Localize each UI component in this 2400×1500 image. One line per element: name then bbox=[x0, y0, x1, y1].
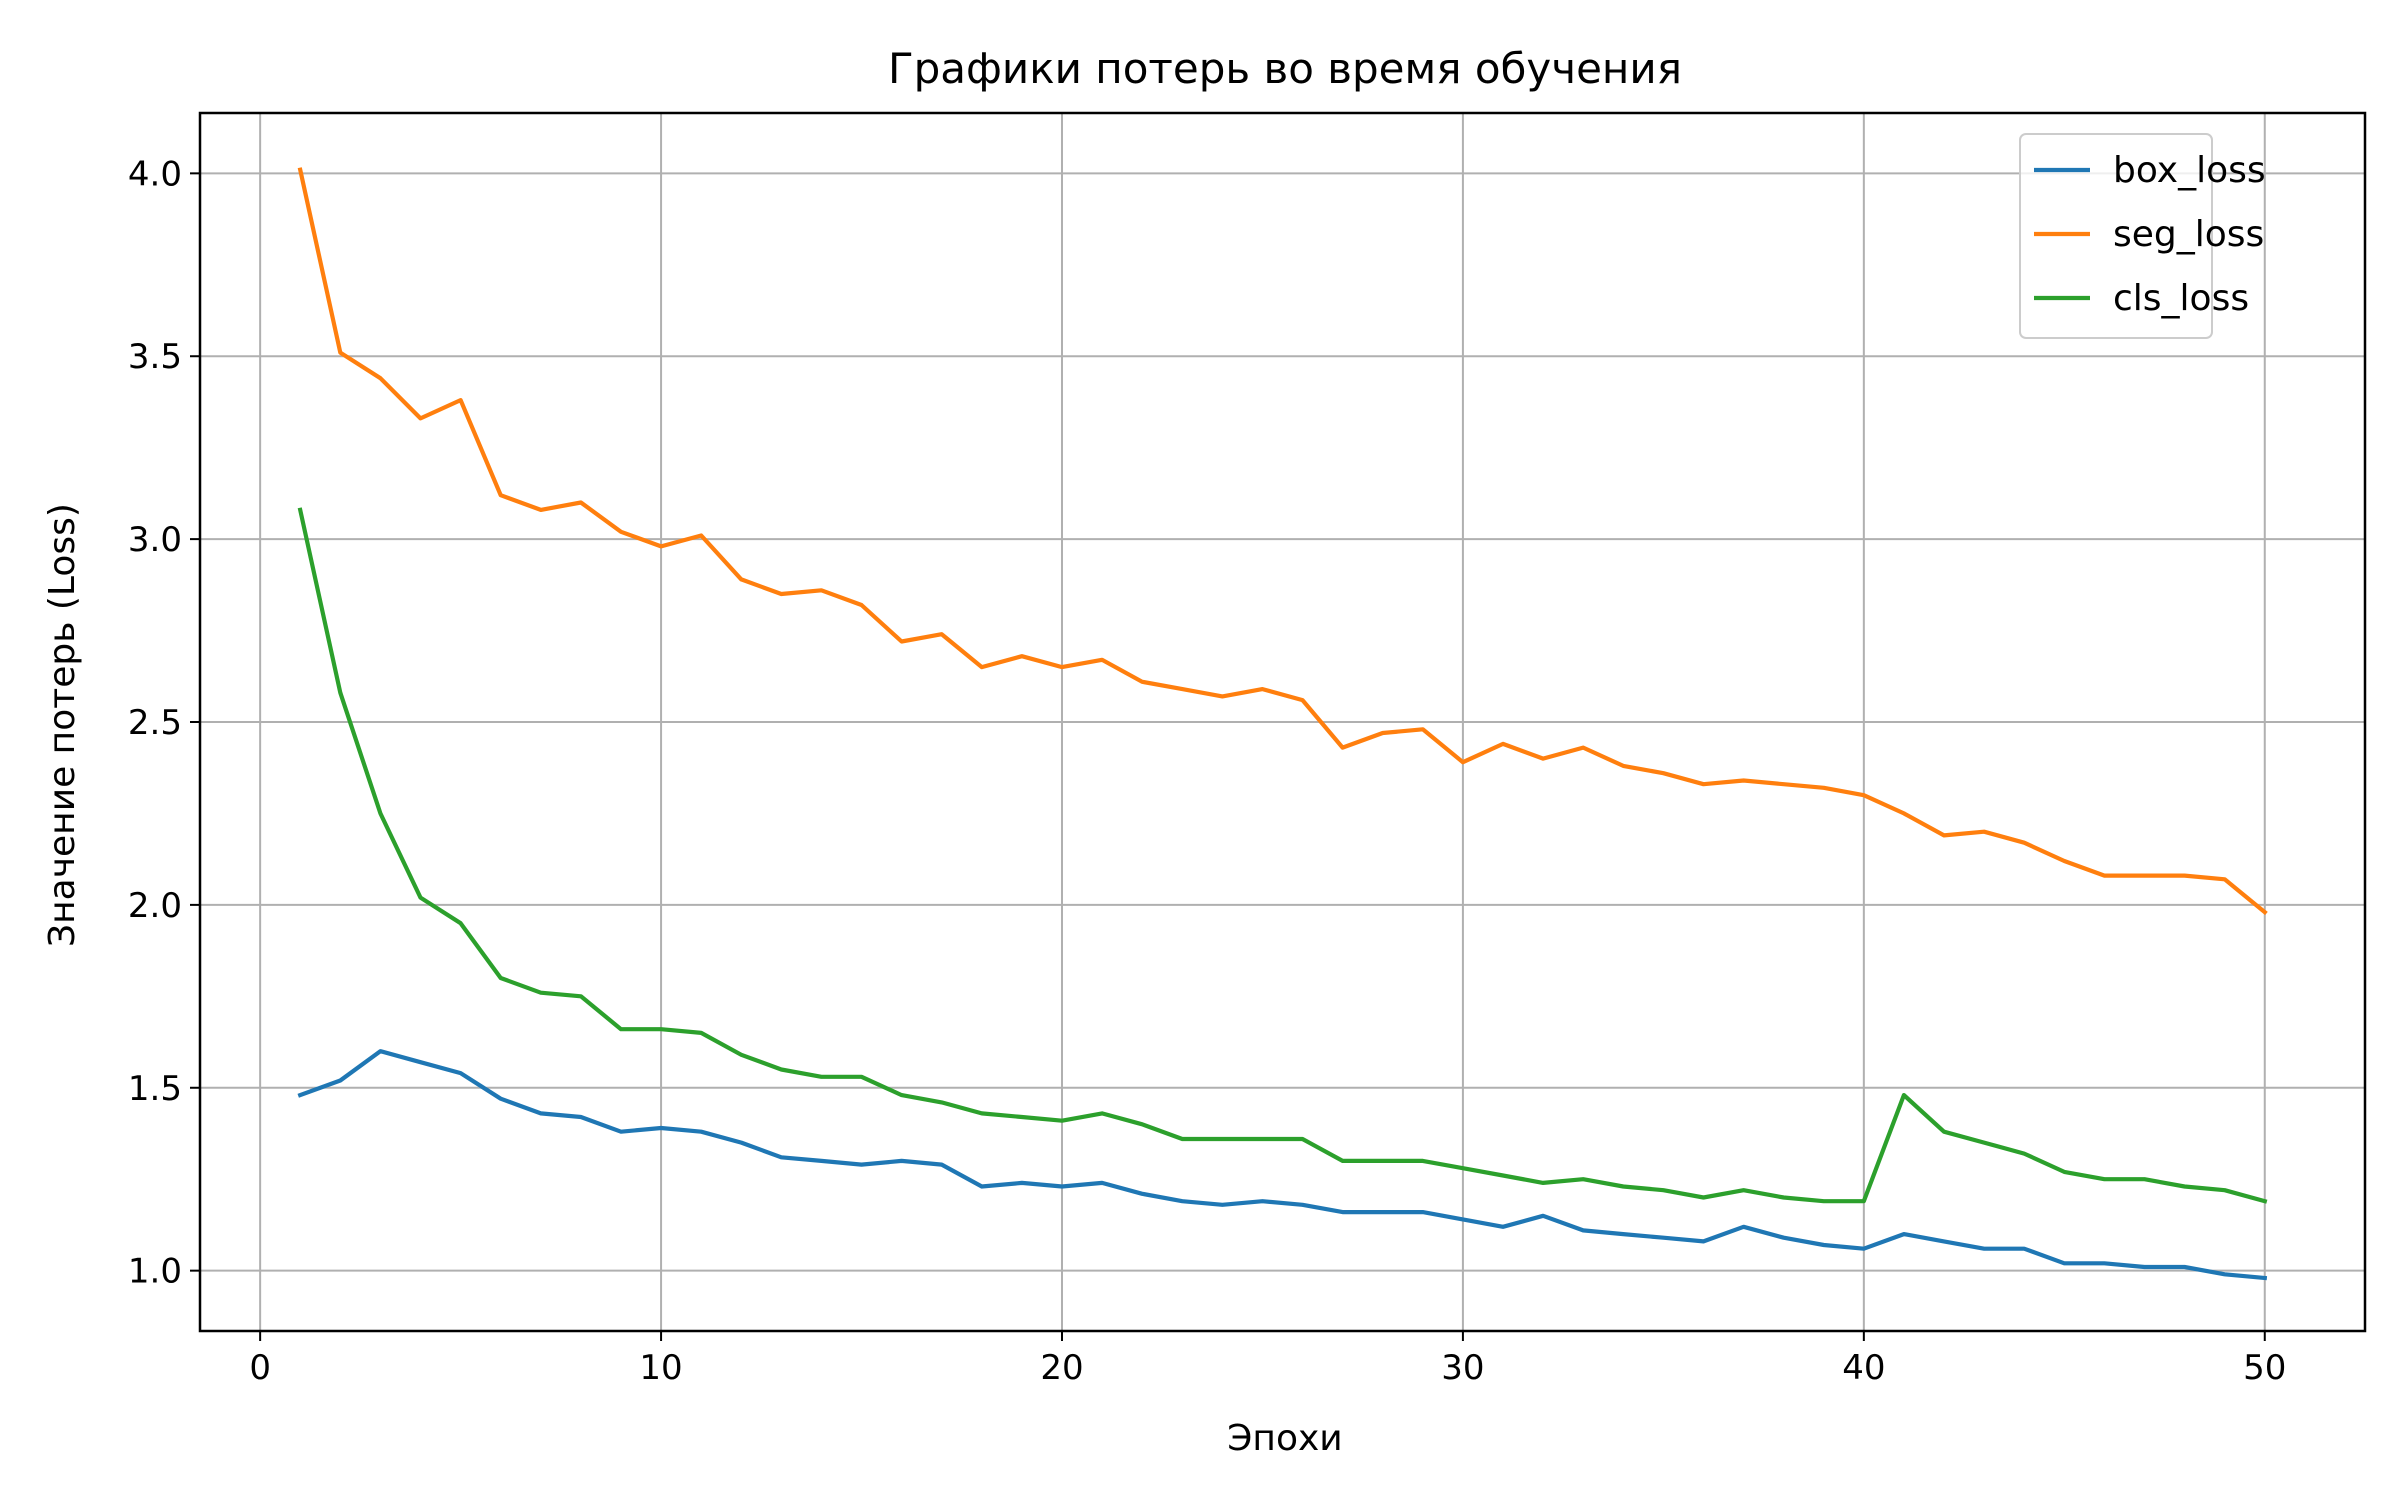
x-tick-label: 20 bbox=[1040, 1348, 1083, 1388]
x-tick-label: 50 bbox=[2243, 1348, 2286, 1388]
grid bbox=[200, 113, 2365, 1331]
y-tick-label: 4.0 bbox=[128, 154, 182, 194]
legend-label-box-loss: box_loss bbox=[2113, 150, 2266, 191]
series-line-seg-loss bbox=[297, 167, 2268, 916]
x-tick-label: 30 bbox=[1441, 1348, 1484, 1388]
ticks: 0 10 20 30 40 50 1.0 1.5 2.0 2.5 3.0 3.5 4.0 bbox=[128, 154, 2286, 1388]
x-tick-label: 0 bbox=[249, 1348, 271, 1388]
series-line-box-loss bbox=[297, 1049, 2268, 1281]
x-tick-label: 10 bbox=[639, 1348, 682, 1388]
legend-label-seg-loss: seg_loss bbox=[2113, 214, 2264, 255]
y-tick-label: 1.0 bbox=[128, 1252, 182, 1292]
x-tick-label: 40 bbox=[1842, 1348, 1885, 1388]
y-tick-label: 1.5 bbox=[128, 1069, 182, 1109]
series-line-cls-loss bbox=[297, 507, 2268, 1204]
series-lines bbox=[297, 167, 2268, 1281]
legend-box bbox=[2019, 133, 2213, 339]
y-tick-label: 2.5 bbox=[128, 703, 182, 743]
legend: box_loss seg_loss cls_loss bbox=[2019, 133, 2266, 339]
y-tick-label: 3.0 bbox=[128, 520, 182, 560]
x-axis-title: Эпохи bbox=[1227, 1418, 1342, 1459]
chart-title: Графики потерь во время обучения bbox=[888, 44, 1682, 93]
legend-label-cls-loss: cls_loss bbox=[2113, 278, 2249, 319]
y-tick-label: 3.5 bbox=[128, 337, 182, 377]
y-axis-title: Значение потерь (Loss) bbox=[42, 503, 83, 947]
y-tick-label: 2.0 bbox=[128, 886, 182, 926]
